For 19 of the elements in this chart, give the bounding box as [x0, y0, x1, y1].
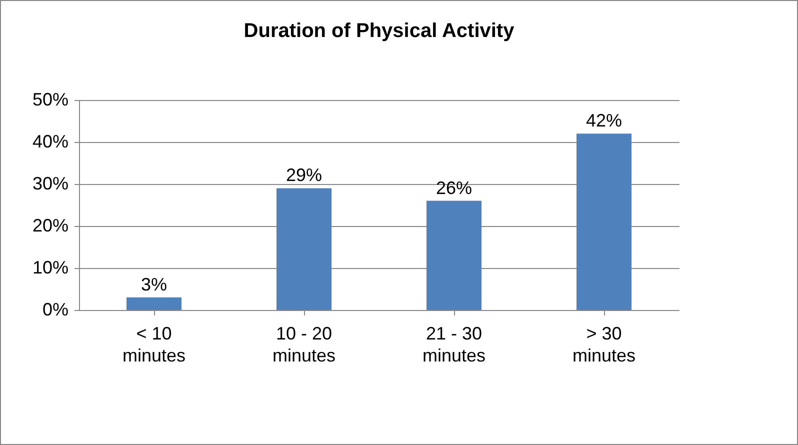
bar	[126, 297, 182, 310]
bar	[426, 200, 482, 310]
chart-title: Duration of Physical Activity	[244, 20, 516, 42]
x-tick-label: < 10 minutes	[122, 324, 186, 366]
x-tick-label: 10 - 20 minutes	[272, 324, 336, 366]
data-label: 29%	[286, 165, 322, 186]
y-tick-label: 20%	[32, 216, 68, 236]
y-tick-label: 50%	[32, 90, 68, 110]
y-tick-label: 40%	[32, 132, 68, 152]
data-label: 3%	[140, 274, 168, 294]
data-label: 42%	[586, 110, 622, 131]
y-tick-label: 10%	[32, 258, 68, 278]
x-tick-label: > 30 minutes	[572, 324, 636, 366]
y-tick-label: 0%	[42, 300, 68, 320]
data-label: 26%	[436, 178, 472, 198]
bar	[576, 134, 632, 310]
x-tick-label: 21 - 30 minutes	[422, 324, 486, 366]
y-tick-label: 30%	[32, 174, 68, 194]
bar	[276, 188, 332, 310]
